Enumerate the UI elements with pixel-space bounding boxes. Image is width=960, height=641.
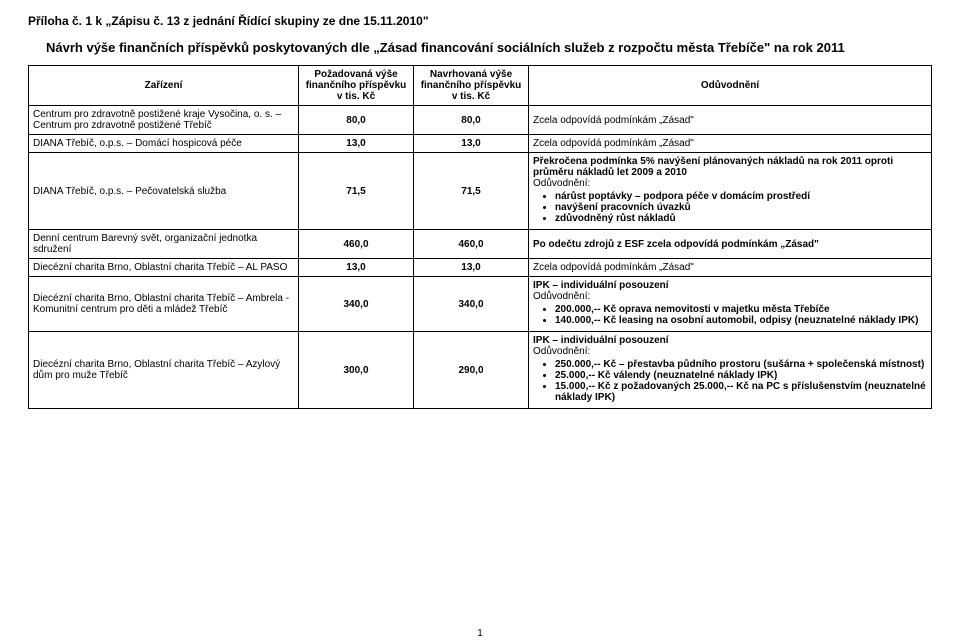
col-header-proposed: Navrhovaná výše finančního příspěvku v t… xyxy=(414,66,529,106)
table-row: Diecézní charita Brno, Oblastní charita … xyxy=(29,277,932,332)
cell-proposed: 13,0 xyxy=(414,135,529,153)
justification-bullet: 200.000,-- Kč oprava nemovitosti v majet… xyxy=(555,304,830,315)
justification-text: Zcela odpovídá podmínkám „Zásad" xyxy=(533,262,927,273)
main-title: Návrh výše finančních příspěvků poskytov… xyxy=(46,40,932,55)
table-header-row: Zařízení Požadovaná výše finančního přís… xyxy=(29,66,932,106)
col-header-justification: Odůvodnění xyxy=(529,66,932,106)
justification-bullets: 200.000,-- Kč oprava nemovitosti v majet… xyxy=(533,304,927,326)
justification-label: Odůvodnění: xyxy=(533,178,590,189)
cell-requested: 13,0 xyxy=(299,135,414,153)
cell-facility: DIANA Třebíč, o.p.s. – Domácí hospicová … xyxy=(29,135,299,153)
justification-bullet: 15.000,-- Kč z požadovaných 25.000,-- Kč… xyxy=(555,381,926,403)
cell-justification: Po odečtu zdrojů z ESF zcela odpovídá po… xyxy=(529,230,932,259)
cell-proposed: 460,0 xyxy=(414,230,529,259)
justification-bullet: 140.000,-- Kč leasing na osobní automobi… xyxy=(555,315,918,326)
cell-facility: Diecézní charita Brno, Oblastní charita … xyxy=(29,277,299,332)
cell-justification: Zcela odpovídá podmínkám „Zásad" xyxy=(529,106,932,135)
cell-proposed: 13,0 xyxy=(414,259,529,277)
justification-bullet: nárůst poptávky – podpora péče v domácím… xyxy=(555,191,810,202)
table-row: Diecézní charita Brno, Oblastní charita … xyxy=(29,259,932,277)
cell-facility: Diecézní charita Brno, Oblastní charita … xyxy=(29,332,299,409)
cell-requested: 460,0 xyxy=(299,230,414,259)
cell-requested: 80,0 xyxy=(299,106,414,135)
cell-requested: 300,0 xyxy=(299,332,414,409)
cell-justification: Překročena podmínka 5% navýšení plánovan… xyxy=(529,153,932,230)
justification-bullet: 25.000,-- Kč válendy (neuznatelné náklad… xyxy=(555,370,777,381)
justification-bullets: 250.000,-- Kč – přestavba půdního prosto… xyxy=(533,359,927,403)
justification-text: Zcela odpovídá podmínkám „Zásad" xyxy=(533,115,927,126)
justification-lead: Překročena podmínka 5% navýšení plánovan… xyxy=(533,156,893,178)
cell-requested: 340,0 xyxy=(299,277,414,332)
financial-table: Zařízení Požadovaná výše finančního přís… xyxy=(28,65,932,409)
cell-facility: Denní centrum Barevný svět, organizační … xyxy=(29,230,299,259)
cell-proposed: 290,0 xyxy=(414,332,529,409)
justification-lead: IPK – individuální posouzení xyxy=(533,280,669,291)
cell-requested: 71,5 xyxy=(299,153,414,230)
justification-bullets: nárůst poptávky – podpora péče v domácím… xyxy=(533,191,927,224)
justification-lead: IPK – individuální posouzení xyxy=(533,335,669,346)
table-row: DIANA Třebíč, o.p.s. – Domácí hospicová … xyxy=(29,135,932,153)
table-row: Centrum pro zdravotně postižené kraje Vy… xyxy=(29,106,932,135)
cell-proposed: 340,0 xyxy=(414,277,529,332)
page-container: Příloha č. 1 k „Zápisu č. 13 z jednání Ř… xyxy=(0,0,960,641)
cell-facility: DIANA Třebíč, o.p.s. – Pečovatelská služ… xyxy=(29,153,299,230)
cell-proposed: 80,0 xyxy=(414,106,529,135)
cell-justification: IPK – individuální posouzení Odůvodnění:… xyxy=(529,277,932,332)
col-header-facility: Zařízení xyxy=(29,66,299,106)
justification-bullet: navýšení pracovních úvazků xyxy=(555,202,691,213)
justification-text: Zcela odpovídá podmínkám „Zásad" xyxy=(533,138,927,149)
justification-label: Odůvodnění: xyxy=(533,346,590,357)
page-number: 1 xyxy=(0,628,960,639)
cell-justification: IPK – individuální posouzení Odůvodnění:… xyxy=(529,332,932,409)
cell-facility: Diecézní charita Brno, Oblastní charita … xyxy=(29,259,299,277)
justification-lead: Po odečtu zdrojů z ESF zcela odpovídá po… xyxy=(533,239,819,250)
cell-justification: Zcela odpovídá podmínkám „Zásad" xyxy=(529,135,932,153)
justification-bullet: zdůvodněný růst nákladů xyxy=(555,213,676,224)
justification-label: Odůvodnění: xyxy=(533,291,590,302)
cell-facility: Centrum pro zdravotně postižené kraje Vy… xyxy=(29,106,299,135)
attachment-title: Příloha č. 1 k „Zápisu č. 13 z jednání Ř… xyxy=(28,14,932,28)
col-header-requested: Požadovaná výše finančního příspěvku v t… xyxy=(299,66,414,106)
justification-bullet: 250.000,-- Kč – přestavba půdního prosto… xyxy=(555,359,924,370)
table-row: DIANA Třebíč, o.p.s. – Pečovatelská služ… xyxy=(29,153,932,230)
table-row: Denní centrum Barevný svět, organizační … xyxy=(29,230,932,259)
cell-requested: 13,0 xyxy=(299,259,414,277)
table-row: Diecézní charita Brno, Oblastní charita … xyxy=(29,332,932,409)
cell-justification: Zcela odpovídá podmínkám „Zásad" xyxy=(529,259,932,277)
cell-proposed: 71,5 xyxy=(414,153,529,230)
